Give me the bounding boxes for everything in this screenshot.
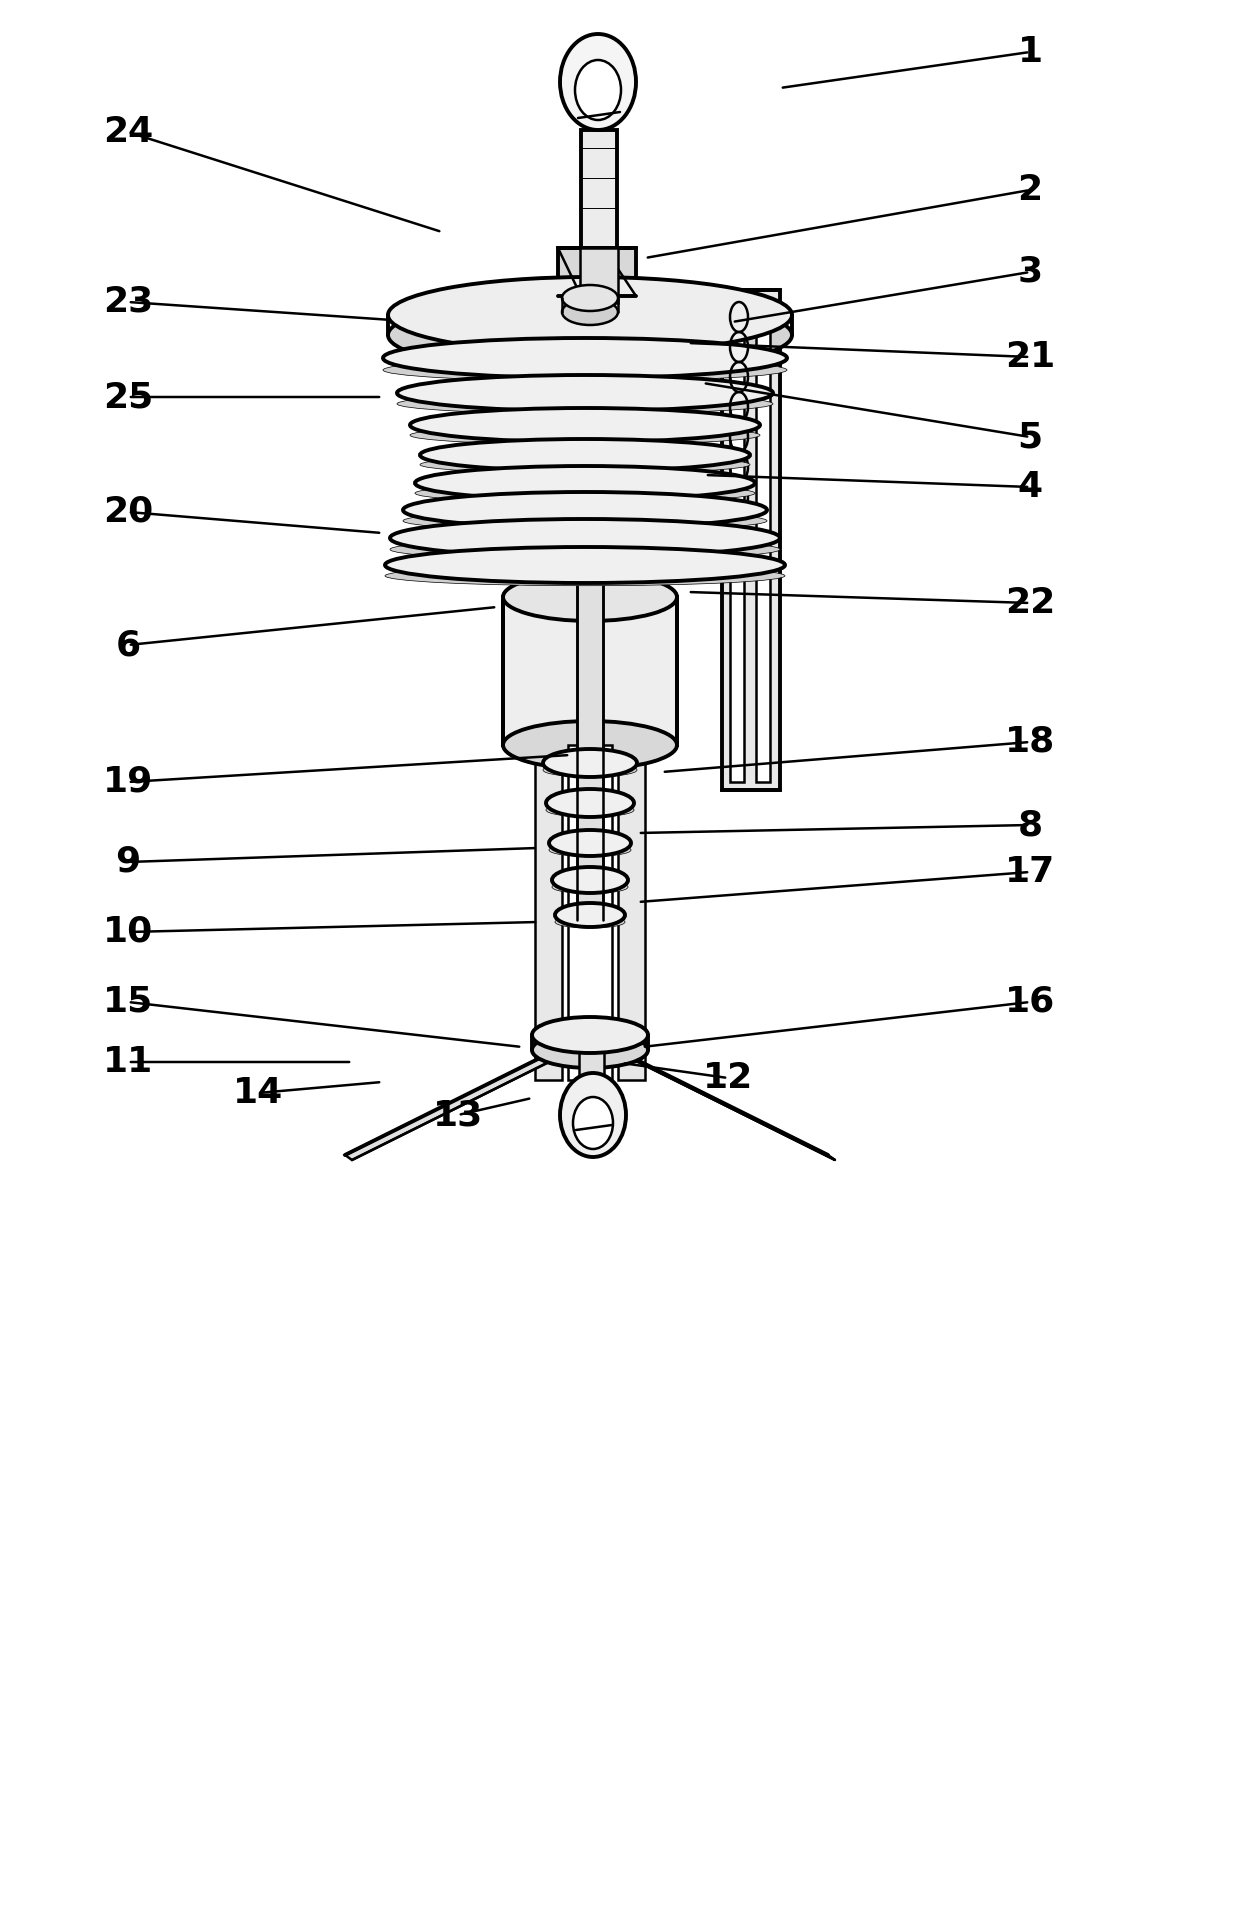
Ellipse shape — [403, 492, 768, 529]
Ellipse shape — [410, 427, 760, 444]
Ellipse shape — [556, 903, 625, 926]
Text: 22: 22 — [1004, 587, 1055, 620]
Ellipse shape — [549, 843, 631, 857]
Ellipse shape — [403, 511, 768, 531]
Text: 20: 20 — [103, 494, 153, 529]
Bar — [580, 247, 618, 303]
Text: 19: 19 — [103, 764, 154, 799]
Bar — [579, 1050, 604, 1110]
Bar — [756, 297, 770, 782]
Text: 15: 15 — [103, 984, 153, 1019]
Ellipse shape — [391, 519, 780, 558]
Ellipse shape — [383, 338, 787, 378]
Text: 18: 18 — [1004, 726, 1055, 758]
Ellipse shape — [420, 455, 750, 473]
Text: 11: 11 — [103, 1044, 153, 1079]
Bar — [558, 247, 636, 295]
Ellipse shape — [560, 35, 636, 129]
Ellipse shape — [556, 917, 625, 928]
Ellipse shape — [532, 1033, 649, 1067]
Text: 3: 3 — [1018, 255, 1043, 290]
Bar — [568, 745, 613, 1081]
Bar — [722, 290, 780, 789]
Bar — [582, 129, 618, 247]
Ellipse shape — [397, 394, 773, 413]
Bar — [503, 596, 677, 745]
Bar — [577, 581, 603, 921]
Text: 12: 12 — [703, 1062, 753, 1094]
Text: 17: 17 — [1004, 855, 1055, 890]
Ellipse shape — [503, 722, 677, 768]
Text: 10: 10 — [103, 915, 153, 950]
Bar — [534, 745, 562, 1081]
Ellipse shape — [543, 749, 637, 778]
Ellipse shape — [560, 1073, 626, 1156]
Ellipse shape — [573, 1096, 613, 1148]
Polygon shape — [622, 1054, 835, 1160]
Ellipse shape — [420, 438, 750, 471]
Ellipse shape — [549, 830, 631, 857]
Ellipse shape — [552, 867, 627, 894]
Ellipse shape — [562, 299, 618, 324]
Text: 13: 13 — [433, 1098, 484, 1133]
Ellipse shape — [575, 60, 621, 120]
Ellipse shape — [383, 359, 787, 380]
Text: 16: 16 — [1004, 984, 1055, 1019]
Ellipse shape — [546, 803, 634, 816]
Text: 21: 21 — [1004, 340, 1055, 374]
Bar — [618, 745, 645, 1081]
Ellipse shape — [410, 407, 760, 442]
Ellipse shape — [384, 565, 785, 585]
Text: 6: 6 — [115, 627, 140, 662]
Ellipse shape — [552, 880, 627, 894]
Text: 5: 5 — [1018, 421, 1043, 454]
Ellipse shape — [546, 789, 634, 816]
Ellipse shape — [543, 762, 637, 778]
Ellipse shape — [391, 538, 780, 560]
Text: 23: 23 — [103, 286, 153, 318]
Text: 25: 25 — [103, 380, 153, 415]
Ellipse shape — [562, 286, 618, 311]
Text: 2: 2 — [1018, 174, 1043, 207]
Ellipse shape — [388, 297, 792, 372]
Ellipse shape — [397, 374, 773, 411]
Text: 24: 24 — [103, 116, 153, 149]
Text: 14: 14 — [233, 1077, 283, 1110]
Ellipse shape — [532, 1017, 649, 1054]
Bar — [730, 297, 744, 782]
Ellipse shape — [384, 546, 785, 583]
Ellipse shape — [388, 278, 792, 353]
Polygon shape — [345, 1054, 557, 1160]
Text: 8: 8 — [1018, 809, 1043, 841]
Text: 9: 9 — [115, 845, 140, 878]
Text: 1: 1 — [1018, 35, 1043, 69]
Text: 4: 4 — [1018, 471, 1043, 504]
Ellipse shape — [503, 573, 677, 621]
Ellipse shape — [415, 465, 755, 500]
Ellipse shape — [415, 484, 755, 502]
